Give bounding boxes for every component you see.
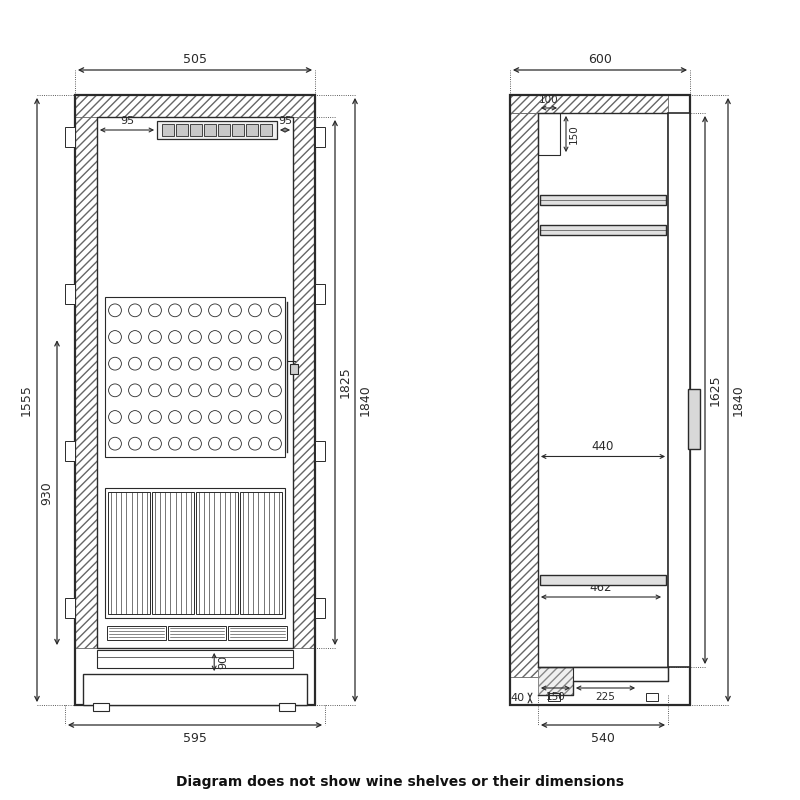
Bar — [538, 667, 573, 695]
Text: 1840: 1840 — [732, 384, 745, 416]
Text: 100: 100 — [539, 95, 559, 105]
Bar — [315, 441, 325, 461]
Bar — [540, 195, 666, 205]
Text: 225: 225 — [595, 692, 615, 702]
Bar — [107, 626, 166, 640]
Bar — [538, 113, 560, 155]
Bar — [290, 364, 298, 374]
Text: 462: 462 — [590, 581, 612, 594]
Bar — [65, 441, 75, 461]
Bar — [315, 598, 325, 618]
Text: 150: 150 — [569, 124, 579, 144]
Text: 600: 600 — [588, 53, 612, 66]
Text: 1825: 1825 — [339, 366, 352, 398]
Bar — [315, 127, 325, 147]
Bar — [668, 113, 690, 667]
Text: 150: 150 — [546, 692, 566, 702]
Bar — [75, 95, 315, 117]
Bar — [688, 389, 700, 449]
Bar — [65, 284, 75, 304]
Bar — [196, 492, 238, 614]
Text: 540: 540 — [591, 732, 615, 745]
Bar — [573, 667, 668, 681]
Bar — [105, 488, 285, 618]
Text: 505: 505 — [183, 53, 207, 66]
Bar — [510, 95, 668, 113]
Bar — [548, 693, 560, 701]
Bar — [97, 117, 293, 648]
Bar — [75, 95, 97, 648]
Bar — [246, 124, 258, 136]
Text: 1625: 1625 — [709, 374, 722, 406]
Bar — [105, 297, 285, 457]
Bar — [315, 284, 325, 304]
Bar — [218, 124, 230, 136]
Bar — [190, 124, 202, 136]
Bar — [540, 225, 666, 235]
Bar — [65, 127, 75, 147]
Text: 90: 90 — [218, 655, 228, 669]
Bar — [157, 121, 277, 139]
Bar — [232, 124, 244, 136]
Bar — [65, 598, 75, 618]
Text: 595: 595 — [183, 732, 207, 745]
Text: 930: 930 — [40, 481, 53, 505]
Bar — [152, 492, 194, 614]
Text: 95: 95 — [120, 116, 134, 126]
Bar — [646, 693, 658, 701]
Bar — [510, 95, 690, 705]
Bar — [540, 575, 666, 585]
Text: 95: 95 — [278, 116, 292, 126]
Bar — [260, 124, 272, 136]
Bar — [97, 650, 293, 668]
Bar — [93, 703, 109, 711]
Bar — [293, 95, 315, 648]
Bar — [538, 113, 668, 667]
Bar — [538, 113, 560, 155]
Bar — [228, 626, 287, 640]
Text: 40: 40 — [511, 693, 525, 703]
Bar — [108, 492, 150, 614]
Bar — [510, 113, 538, 677]
Bar — [162, 124, 174, 136]
Bar — [279, 703, 295, 711]
Text: 1555: 1555 — [20, 384, 33, 416]
Text: 440: 440 — [592, 441, 614, 454]
Bar — [240, 492, 282, 614]
Bar — [176, 124, 188, 136]
Bar — [75, 95, 315, 705]
Text: Diagram does not show wine shelves or their dimensions: Diagram does not show wine shelves or th… — [176, 775, 624, 789]
Text: 1840: 1840 — [359, 384, 372, 416]
Bar — [83, 674, 307, 705]
Bar — [204, 124, 216, 136]
Bar — [168, 626, 226, 640]
